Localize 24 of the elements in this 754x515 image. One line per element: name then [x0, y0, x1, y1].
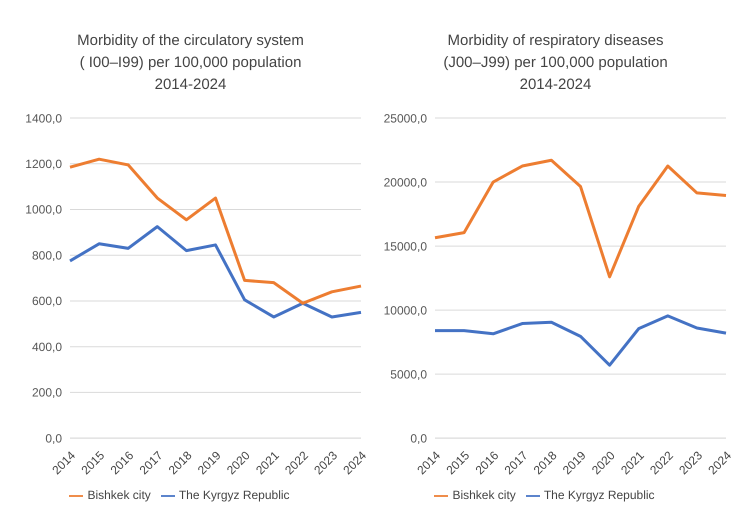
legend-label: Bishkek city [87, 488, 151, 502]
line-series [68, 225, 362, 318]
y-tick-label: 400,0 [32, 340, 62, 354]
y-tick-label: 600,0 [32, 294, 62, 308]
y-tick-label: 1400,0 [25, 111, 62, 126]
y-tick-label: 800,0 [32, 248, 62, 262]
y-tick-label: 0,0 [45, 431, 62, 446]
y-tick-label: 25000,0 [384, 111, 428, 126]
line-series [68, 158, 362, 305]
y-tick-label: 10000,0 [384, 303, 428, 318]
y-tick-label: 5000,0 [390, 367, 428, 382]
chart-title: Morbidity of respiratory diseases (J00–J99) per 100,000 population 2014-2024 [442, 31, 669, 95]
legend-label: Bishkek city [452, 488, 516, 502]
y-tick-label: 1000,0 [25, 202, 62, 217]
y-tick-label: 15000,0 [384, 239, 428, 254]
legend-label: The Kyrgyz Republic [178, 488, 290, 502]
chart-title: Morbidity of the circulatory system ( I00–I99) per 100,000 population 2014-2024 [76, 31, 305, 95]
y-tick-label: 1200,0 [25, 157, 62, 171]
line-series [434, 314, 728, 367]
y-tick-label: 200,0 [32, 386, 62, 400]
legend-label: The Kyrgyz Republic [544, 488, 655, 502]
y-tick-label: 0,0 [410, 431, 428, 446]
y-tick-label: 20000,0 [384, 175, 428, 190]
line-series [434, 158, 728, 278]
